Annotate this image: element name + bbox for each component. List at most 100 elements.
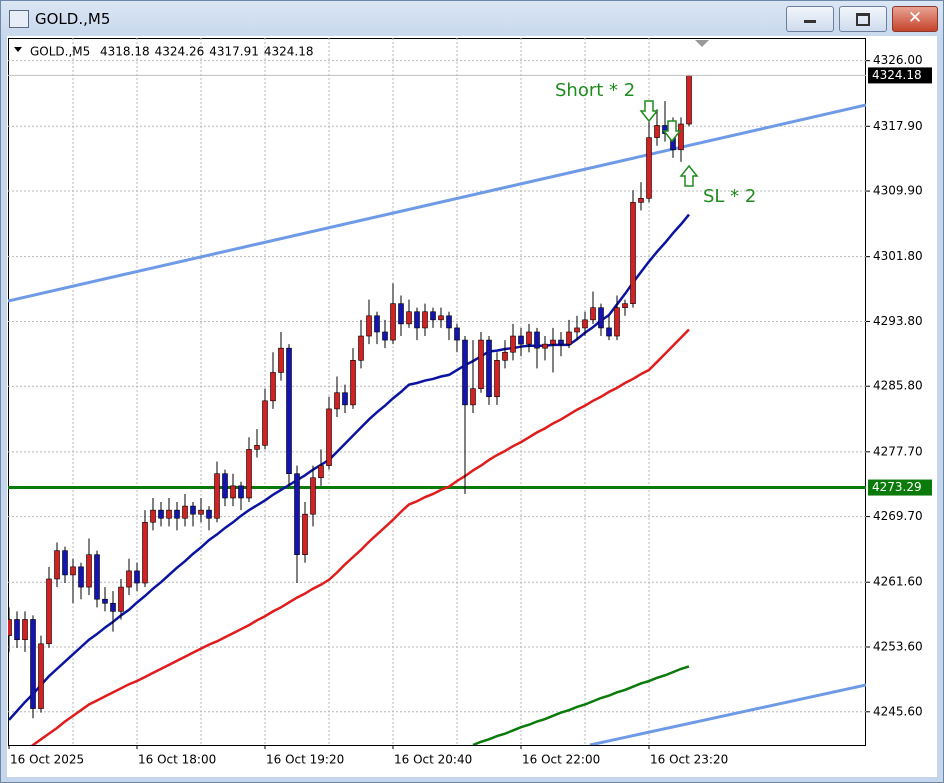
moving-average — [472, 665, 690, 745]
candle-body — [126, 570, 132, 588]
candle-body — [22, 619, 28, 641]
trend-line — [8, 103, 866, 303]
candle-body — [606, 327, 612, 337]
candle-body — [550, 339, 556, 345]
candle-body — [478, 339, 484, 389]
candle-body — [622, 303, 628, 308]
candle-body — [598, 307, 604, 329]
candle-body — [630, 202, 636, 304]
candle-body — [342, 392, 348, 406]
y-tick-label: 4245.60 — [873, 704, 923, 718]
candle-body — [158, 509, 164, 519]
candle-body — [502, 351, 508, 361]
candle-body — [566, 331, 572, 345]
candle-body — [678, 123, 684, 151]
candle-body — [190, 505, 196, 515]
plot — [8, 74, 866, 745]
candle-body — [454, 327, 460, 341]
y-tick-label: 4285.80 — [873, 379, 923, 393]
candle-body — [638, 198, 644, 203]
maximize-button[interactable] — [839, 6, 887, 32]
x-tick-label: 16 Oct 19:20 — [266, 753, 344, 767]
candle-body — [94, 554, 100, 600]
level-tag — [868, 479, 932, 496]
candle-body — [166, 509, 172, 519]
candle-body — [414, 311, 420, 329]
close-button[interactable]: ✕ — [892, 6, 938, 32]
window-icon — [9, 10, 29, 28]
candle-body — [334, 392, 340, 410]
moving-average — [30, 328, 690, 745]
minimize-button[interactable] — [786, 6, 834, 32]
candle-body — [390, 303, 396, 341]
dropdown-arrow — [14, 47, 22, 52]
candle-body — [206, 509, 212, 519]
candle-body — [238, 485, 244, 499]
moving-average — [8, 213, 690, 721]
sell-arrow — [639, 100, 659, 123]
candle-body — [574, 327, 580, 333]
candle-body — [350, 360, 356, 406]
y-tick-label: 4277.70 — [873, 444, 923, 458]
grid: 4326.00 4317.90 4309.90 4301.80 4293.80 4285.… — [8, 38, 923, 767]
candle-body — [286, 347, 292, 474]
ohlc-value: 4318.18 — [100, 45, 150, 59]
candle-body — [62, 550, 68, 576]
candle-body — [582, 319, 588, 329]
candle-body — [374, 315, 380, 333]
candle-body — [182, 505, 188, 519]
x-tick-label: 16 Oct 22:00 — [522, 753, 600, 767]
candle-body — [526, 331, 532, 345]
candle-body — [686, 75, 692, 125]
candle-body — [214, 473, 220, 519]
candle-body — [654, 125, 660, 138]
sell-arrow — [662, 120, 682, 143]
candle-body — [422, 311, 428, 329]
candle-body — [326, 408, 332, 466]
candle-body — [558, 339, 564, 345]
plot-frame — [8, 38, 866, 746]
price-tag — [868, 67, 932, 84]
candle-body — [8, 619, 12, 636]
candle-body — [590, 307, 596, 321]
x-tick-label: 16 Oct 20:40 — [394, 753, 472, 767]
y-tick-label: 4269.70 — [873, 509, 923, 523]
title-bar: GOLD.,M5 ✕ — [1, 1, 943, 37]
trend-line — [589, 683, 866, 745]
candle-body — [510, 335, 516, 353]
symbol-label: GOLD.,M5 — [30, 45, 90, 59]
x-tick-label: 16 Oct 2025 — [10, 753, 84, 767]
candle-body — [86, 554, 92, 588]
candle-body — [70, 566, 76, 576]
candle-body — [318, 465, 324, 479]
candle-body — [406, 311, 412, 325]
candle-body — [38, 643, 44, 709]
x-tick-label: 16 Oct 18:00 — [138, 753, 216, 767]
candle-body — [134, 570, 140, 584]
candle-body — [446, 315, 452, 329]
candle-body — [102, 598, 108, 604]
candle-body — [366, 315, 372, 337]
candle-body — [78, 566, 84, 588]
candle-body — [222, 473, 228, 499]
candle-body — [302, 513, 308, 555]
candle-body — [230, 485, 236, 499]
y-tick-label: 4317.90 — [873, 119, 923, 133]
stop-arrow — [679, 164, 699, 187]
ohlc-value: 4317.91 — [209, 45, 259, 59]
y-tick-label: 4309.90 — [873, 184, 923, 198]
price-tag-label: 4324.18 — [872, 68, 922, 82]
candle-body — [486, 339, 492, 398]
candle-body — [382, 331, 388, 341]
candle-body — [470, 388, 476, 406]
candle-body — [30, 619, 36, 709]
candle-body — [542, 343, 548, 349]
chart-area — [7, 36, 937, 777]
candle-body — [518, 335, 524, 345]
candle-body — [278, 347, 284, 373]
annotation: Short * 2 — [555, 80, 635, 101]
candle-body — [398, 303, 404, 325]
candle-body — [46, 578, 52, 645]
window-title: GOLD.,M5 — [35, 10, 111, 28]
